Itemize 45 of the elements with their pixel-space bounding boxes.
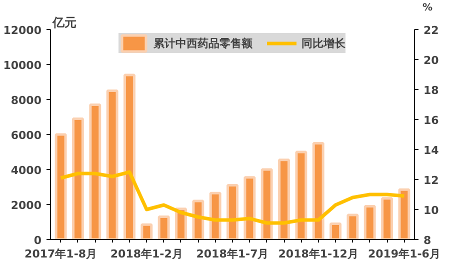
bar xyxy=(244,176,256,240)
x-tick-label: 2019年1-6月 xyxy=(368,248,440,260)
bar xyxy=(124,74,136,240)
legend-label: 累计中西药品零售额 xyxy=(154,36,252,50)
y2-tick-label: 14 xyxy=(424,144,440,157)
bar xyxy=(260,168,273,240)
bar xyxy=(209,192,222,240)
y2-tick-label: 20 xyxy=(424,54,440,67)
bar xyxy=(72,118,84,240)
bar xyxy=(89,104,102,240)
x-tick-label: 2018年1-12月 xyxy=(278,248,358,260)
bar xyxy=(54,133,67,240)
line-series xyxy=(59,170,406,225)
y2-tick-label: 22 xyxy=(424,24,439,37)
x-tick-label: 2018年1-2月 xyxy=(110,248,183,260)
bar xyxy=(346,214,359,240)
y-tick-label: 10000 xyxy=(3,59,42,72)
bar xyxy=(295,150,308,240)
y-tick-label: 12000 xyxy=(3,24,42,37)
y-tick-label: 2000 xyxy=(10,199,42,212)
y2-tick-label: 18 xyxy=(424,84,439,97)
bar xyxy=(140,223,153,240)
bar xyxy=(312,142,324,240)
bar xyxy=(398,188,410,240)
legend-label: 同比增长 xyxy=(302,36,346,50)
x-tick-label: 2017年1-8月 xyxy=(24,248,98,260)
y-tick-label: 8000 xyxy=(10,94,42,107)
y2-tick-label: 10 xyxy=(424,204,440,217)
x-tick-label: 2018年1-7月 xyxy=(196,248,269,260)
bar xyxy=(330,222,342,240)
bar xyxy=(106,90,118,240)
bar xyxy=(381,197,393,240)
y-tick-label: 0 xyxy=(34,234,42,247)
y2-axis-title: % xyxy=(422,2,433,14)
bar xyxy=(226,184,238,240)
y-axis-title: 亿元 xyxy=(52,16,76,30)
y2-tick-label: 8 xyxy=(424,234,432,247)
bar xyxy=(278,158,290,240)
y2-tick-label: 16 xyxy=(424,114,440,127)
y2-tick-label: 12 xyxy=(424,174,439,187)
bar xyxy=(364,205,376,240)
bar xyxy=(158,216,170,240)
bar xyxy=(192,200,204,240)
y-tick-label: 6000 xyxy=(10,129,42,142)
y-tick-label: 4000 xyxy=(10,164,42,177)
